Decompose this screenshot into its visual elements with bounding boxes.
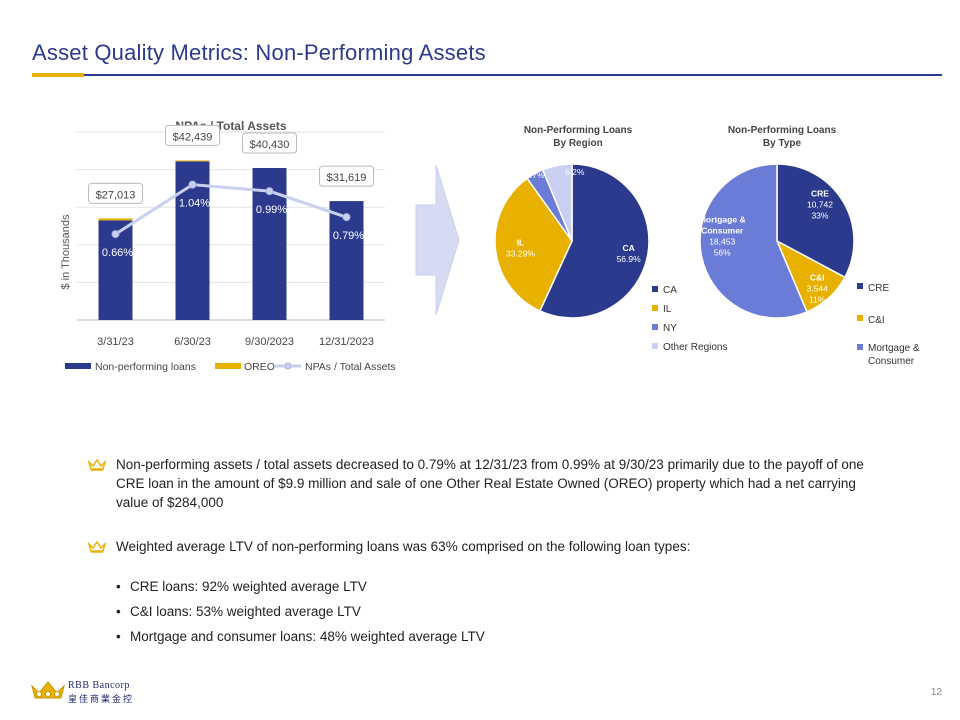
total-label-box bbox=[319, 165, 374, 187]
crown-bullet-icon bbox=[88, 459, 106, 471]
legend-swatch-oreo bbox=[215, 363, 241, 369]
npa-bar-chart: NPAs / Total Assets $ in Thousands 0.66%… bbox=[60, 119, 396, 373]
bar-oreo bbox=[98, 218, 133, 221]
commentary-bullets: Non-performing assets / total assets dec… bbox=[88, 455, 868, 652]
slice-label: C&I bbox=[810, 272, 825, 282]
bullet-text: Weighted average LTV of non-performing l… bbox=[116, 539, 691, 554]
bar-oreo bbox=[175, 160, 210, 162]
legend-label: Consumer bbox=[868, 356, 915, 367]
legend-swatch bbox=[652, 286, 658, 292]
legend-swatch bbox=[857, 315, 863, 321]
total-label-text: $27,013 bbox=[96, 189, 136, 201]
ratio-point bbox=[265, 187, 274, 196]
pie-type-title: Non-Performing Loans bbox=[728, 125, 837, 136]
slice-label: IL bbox=[517, 238, 525, 248]
slice-amount: 10,742 bbox=[807, 199, 833, 209]
total-label-text: $31,619 bbox=[327, 172, 367, 184]
rbb-crown-logo bbox=[31, 681, 65, 699]
ltv-sub-list: CRE loans: 92% weighted average LTV C&I … bbox=[88, 577, 868, 646]
bullet-npa-ratio: Non-performing assets / total assets dec… bbox=[88, 455, 868, 512]
slice-pct: 56% bbox=[714, 247, 731, 257]
total-label: $31,619 bbox=[319, 165, 374, 187]
legend-swatch bbox=[857, 283, 863, 289]
pie-region-title: Non-Performing Loans bbox=[524, 125, 633, 136]
legend-label: CRE bbox=[868, 283, 889, 294]
x-tick-label: 6/30/23 bbox=[174, 336, 211, 348]
slice-value: 33.29% bbox=[506, 249, 535, 259]
sub-bullet-mortgage: Mortgage and consumer loans: 48% weighte… bbox=[108, 627, 868, 646]
logo-chinese-name: 皇佳商業金控 bbox=[68, 694, 135, 704]
legend-label-npl: Non-performing loans bbox=[95, 361, 196, 373]
bullet-ltv: Weighted average LTV of non-performing l… bbox=[88, 537, 868, 556]
slice-value: 56.9% bbox=[617, 254, 642, 264]
legend-label: C&I bbox=[868, 315, 885, 326]
total-label: $27,013 bbox=[88, 182, 143, 204]
legend-label: Mortgage & bbox=[868, 343, 920, 354]
legend-label-ratio: NPAs / Total Assets bbox=[305, 361, 396, 373]
pie-slice-mortgage-consumer bbox=[699, 163, 808, 319]
page-title: Asset Quality Metrics: Non-Performing As… bbox=[32, 40, 486, 65]
slice-pct: 11% bbox=[809, 294, 826, 304]
ratio-point bbox=[342, 213, 351, 222]
ratio-label: 0.66% bbox=[102, 247, 133, 259]
slice-label: CA bbox=[622, 243, 634, 253]
slice-amount: 3,544 bbox=[807, 283, 829, 293]
legend-swatch-ratio-marker bbox=[284, 362, 292, 370]
legend-swatch-npl bbox=[65, 363, 91, 369]
pie-region-subtitle: By Region bbox=[553, 138, 602, 149]
total-label-text: $42,439 bbox=[173, 131, 213, 143]
total-label-box bbox=[242, 132, 297, 154]
ratio-label: 0.99% bbox=[256, 204, 287, 216]
slice-value: 3.7% bbox=[525, 170, 545, 180]
sub-bullet-ci: C&I loans: 53% weighted average LTV bbox=[108, 602, 868, 621]
x-tick-label: 12/31/2023 bbox=[319, 336, 374, 348]
slice-label: Consumer bbox=[701, 225, 744, 235]
legend-swatch bbox=[857, 344, 863, 350]
ratio-label: 1.04% bbox=[179, 198, 210, 210]
slice-label: Other Regions bbox=[545, 156, 604, 166]
npl-by-type-pie: Non-Performing Loans By Type CRE10,74233… bbox=[699, 125, 920, 367]
ratio-point bbox=[188, 180, 197, 189]
legend-label: Other Regions bbox=[663, 342, 727, 353]
legend-label: NY bbox=[663, 323, 677, 334]
page-number: 12 bbox=[930, 687, 942, 698]
logo-name: RBB Bancorp bbox=[68, 680, 130, 691]
pie-slice-il bbox=[494, 177, 573, 312]
bar-chart-legend: Non-performing loans OREO NPAs / Total Ass… bbox=[65, 361, 396, 373]
ratio-line bbox=[114, 183, 347, 236]
ratio-point bbox=[111, 230, 120, 239]
total-label: $40,430 bbox=[242, 132, 297, 154]
x-tick-label: 3/31/23 bbox=[97, 336, 134, 348]
bar-chart-ylabel: $ in Thousands bbox=[60, 214, 72, 290]
slice-label: NY bbox=[529, 159, 541, 169]
slice-amount: 18,453 bbox=[709, 236, 735, 246]
total-label-box bbox=[165, 124, 220, 146]
pie-slice-other-regions bbox=[541, 163, 573, 242]
transition-arrow bbox=[415, 164, 460, 316]
legend-swatch bbox=[652, 343, 658, 349]
total-label: $42,439 bbox=[165, 124, 220, 146]
ratio-label: 0.79% bbox=[333, 230, 364, 242]
legend-swatch bbox=[652, 324, 658, 330]
legend-swatch bbox=[652, 305, 658, 311]
total-label-box bbox=[88, 182, 143, 204]
sub-bullet-cre: CRE loans: 92% weighted average LTV bbox=[108, 577, 868, 596]
legend-label: IL bbox=[663, 304, 672, 315]
pie-slice-cre bbox=[776, 163, 855, 279]
slice-pct: 33% bbox=[811, 210, 828, 220]
total-label-text: $40,430 bbox=[250, 139, 290, 151]
legend-label-oreo: OREO bbox=[244, 361, 275, 373]
x-tick-label: 9/30/2023 bbox=[245, 336, 294, 348]
slice-value: 6.2% bbox=[565, 167, 585, 177]
npl-by-region-pie: Non-Performing Loans By Region CA56.9%IL… bbox=[494, 125, 727, 353]
bullet-text: Non-performing assets / total assets dec… bbox=[116, 457, 864, 510]
title-accent-bar bbox=[32, 73, 84, 77]
legend-label: CA bbox=[663, 285, 677, 296]
crown-bullet-icon bbox=[88, 541, 106, 553]
pie-type-subtitle: By Type bbox=[763, 138, 802, 149]
pie-slice-ca bbox=[538, 163, 650, 319]
slice-label: CRE bbox=[811, 188, 829, 198]
title-rule bbox=[32, 74, 942, 76]
slice-label: Mortgage & bbox=[699, 214, 746, 224]
